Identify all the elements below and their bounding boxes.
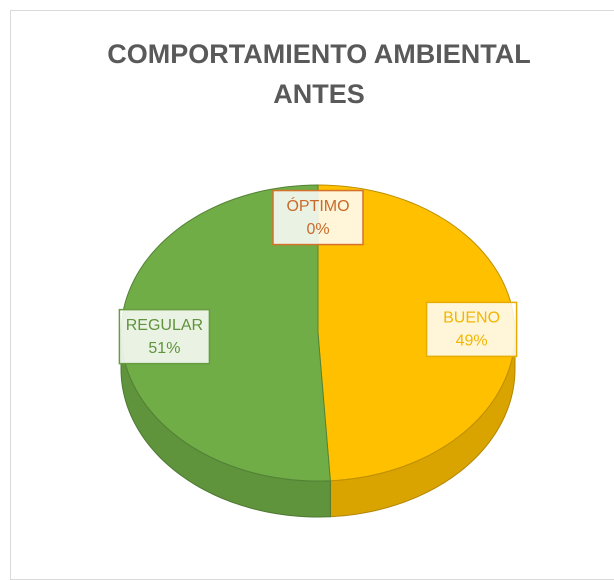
page: COMPORTAMIENTO AMBIENTAL ANTES BUENO 49% R… <box>10 10 614 580</box>
label-category: REGULAR <box>126 317 203 334</box>
label-box <box>118 308 211 365</box>
label-box <box>272 189 364 246</box>
chart: BUENO 49% REGULAR 51% ÓPTIMO 0% <box>118 184 518 518</box>
data-label: ÓPTIMO 0% <box>272 189 364 246</box>
label-value: 49% <box>456 333 488 350</box>
label-category: BUENO <box>443 310 500 327</box>
data-label: BUENO 49% <box>425 301 518 358</box>
chart-title: COMPORTAMIENTO AMBIENTAL ANTES <box>107 39 531 109</box>
data-label: REGULAR 51% <box>118 308 211 365</box>
label-value: 0% <box>306 221 329 238</box>
label-value: 51% <box>148 340 180 357</box>
label-category: ÓPTIMO <box>286 196 349 215</box>
label-box <box>425 301 518 358</box>
